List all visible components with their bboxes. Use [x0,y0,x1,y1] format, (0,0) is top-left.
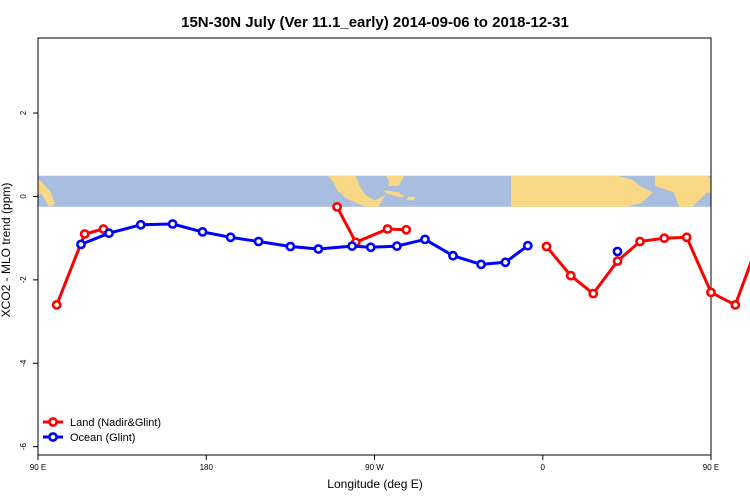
data-point [635,236,645,247]
map-land-cuba [383,190,405,198]
data-point [313,244,324,254]
y-tick-label: -2 [19,276,28,284]
x-tick-label: 90 W [365,463,384,472]
y-tick-label: -6 [19,443,28,451]
y-tick-label: 2 [19,110,28,115]
y-tick-label: 0 [19,194,28,199]
series-land [51,201,750,310]
map-land-mexico [327,175,386,207]
data-point [76,239,86,250]
data-point [225,232,236,243]
data-point [476,259,486,270]
data-point [565,270,576,281]
data-point [197,226,208,237]
x-tick-label: 0 [541,463,546,472]
chart-title: 15N-30N July (Ver 11.1_early) 2014-09-06… [181,14,569,31]
data-point [541,241,552,252]
data-point [612,246,623,257]
x-axis: 90 E 180 90 W 0 90 E [30,455,719,472]
data-point [588,288,599,299]
legend-marker [48,432,58,442]
data-point [332,201,342,212]
legend-marker [48,417,58,427]
map-land-africa-arabia [511,175,653,207]
x-tick-label: 90 E [703,463,719,472]
data-point [365,242,376,253]
series-layer [51,201,750,310]
map-land-china [730,176,750,195]
data-point [659,233,670,244]
y-tick-label: -4 [19,359,28,367]
data-point [681,232,692,243]
x-axis-label: Longitude (deg E) [327,477,422,491]
data-point [135,219,146,230]
series-ocean [76,219,623,270]
data-point [391,241,402,251]
data-point [706,287,716,298]
data-point [51,299,62,310]
world-map-band [38,175,750,207]
data-point [448,250,458,261]
data-point [401,224,412,235]
map-land-india-seasia [38,178,55,207]
x-tick-label: 90 E [30,463,46,472]
data-point [382,224,393,234]
x-tick-label: 180 [200,463,214,472]
data-point [79,229,90,239]
legend-label: Land (Nadir&Glint) [70,417,161,429]
series-line [335,206,407,244]
y-axis: 2 0 -2 -4 -6 [19,110,38,450]
data-point [730,299,741,310]
data-point [285,241,296,252]
data-point [500,257,511,268]
data-point [253,236,264,247]
series-line [545,235,750,307]
map-land-india-seasia-2 [654,175,711,207]
data-point [612,256,623,266]
legend-label: Ocean (Glint) [70,432,135,444]
data-point [104,228,114,239]
legend: Land (Nadir&Glint) Ocean (Glint) [43,417,161,444]
data-point [420,234,430,245]
map-land-gulf-coast [385,175,405,186]
data-point [167,219,178,229]
data-point [347,241,357,251]
y-axis-label: XCO2 - MLO trend (ppm) [0,183,13,318]
data-point [522,240,533,251]
map-land-hispaniola [406,196,416,201]
series-line [80,222,529,266]
